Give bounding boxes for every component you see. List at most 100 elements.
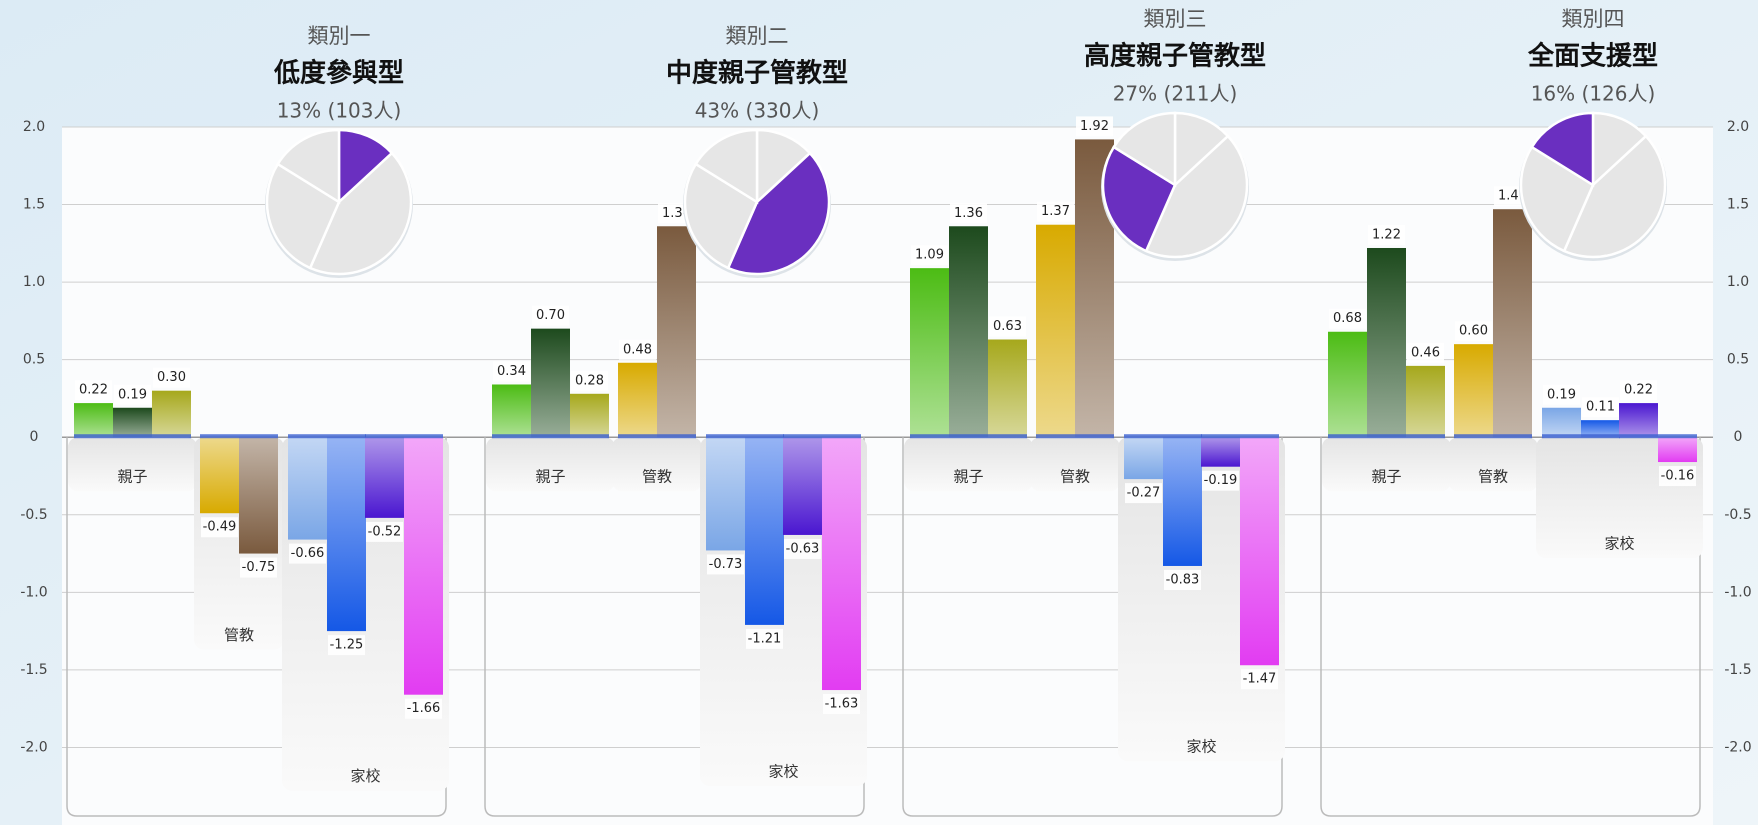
value-label: 0.19: [1547, 387, 1576, 402]
value-label: 0.60: [1459, 324, 1488, 339]
bar-base: [152, 434, 191, 439]
bar: [1201, 437, 1240, 467]
bar: [1328, 331, 1367, 438]
bar: [404, 437, 443, 695]
bar-base: [1619, 434, 1658, 439]
bar-base: [74, 434, 113, 439]
value-label-box: [153, 367, 190, 388]
category-label: 家校: [1186, 738, 1216, 756]
category-box: [1322, 437, 1451, 492]
value-label: 0.48: [623, 342, 652, 357]
y2-tick-label: -1.0: [1724, 584, 1751, 600]
value-label-box: [911, 245, 948, 266]
value-label-box: [619, 339, 656, 360]
bar: [365, 437, 404, 518]
y2-tick-label: 1.5: [1727, 197, 1749, 213]
value-label: 1.22: [1372, 227, 1401, 242]
cluster-label: 類別二: [726, 24, 789, 48]
value-label: -0.83: [1166, 572, 1200, 587]
value-label-box: [989, 316, 1026, 337]
bar: [1406, 365, 1445, 438]
cluster-share: 13% (103人): [277, 99, 402, 123]
bar-base: [1036, 434, 1075, 439]
y-tick-label: 0: [30, 429, 39, 445]
bar-base: [1163, 434, 1202, 439]
bar: [1658, 437, 1697, 463]
bar: [1036, 224, 1075, 438]
value-label-box: [1407, 342, 1444, 363]
value-label-box: [328, 635, 365, 656]
cluster-frame: [1320, 437, 1701, 817]
pie-slice: [694, 128, 759, 205]
bar: [327, 437, 366, 632]
bar-base: [1658, 434, 1697, 439]
y2-tick-label: 0: [1734, 429, 1743, 445]
pie-slice: [1144, 134, 1249, 259]
bar-base: [1542, 434, 1581, 439]
bar-base: [113, 434, 152, 439]
y2-tick-label: 1.0: [1727, 274, 1749, 290]
value-label-box: [707, 554, 744, 575]
value-label: 0.22: [1624, 383, 1653, 398]
value-label-box: [571, 370, 608, 391]
bar: [910, 268, 949, 438]
bar: [1542, 407, 1581, 438]
bar-base: [783, 434, 822, 439]
bar: [1493, 209, 1532, 438]
value-label-box: [1368, 224, 1405, 245]
pie-slice: [1562, 134, 1667, 259]
value-label: -1.47: [1243, 672, 1277, 687]
bar-base: [492, 434, 531, 439]
bar: [570, 393, 609, 438]
bar: [706, 437, 745, 551]
value-label-box: [289, 543, 326, 564]
bar: [1454, 344, 1493, 438]
bar: [152, 390, 191, 438]
cluster-name: 中度親子管教型: [666, 58, 848, 89]
bar-base: [988, 434, 1027, 439]
cluster-label: 類別四: [1562, 7, 1625, 31]
y-tick-label: -0.5: [20, 507, 47, 523]
y-tick-label: -2.0: [20, 739, 47, 755]
bar-base: [531, 434, 570, 439]
cluster-frame: [66, 437, 447, 817]
y-tick-label: 0.5: [23, 352, 45, 368]
bar: [783, 437, 822, 535]
bar: [618, 362, 657, 438]
category-label: 親子: [117, 468, 147, 486]
bar-base: [1240, 434, 1279, 439]
bar: [1581, 420, 1620, 438]
pie-slice: [683, 162, 759, 270]
cluster-name: 全面支援型: [1527, 41, 1658, 72]
category-label: 親子: [1371, 468, 1401, 486]
category-label: 家校: [768, 763, 798, 781]
value-label-box: [493, 361, 530, 382]
bar-base: [200, 434, 239, 439]
category-label: 管教: [1478, 468, 1508, 486]
category-label: 家校: [350, 767, 380, 785]
bar: [1619, 403, 1658, 438]
value-label: -0.49: [203, 520, 237, 535]
bar: [1124, 437, 1163, 480]
category-label: 親子: [535, 468, 565, 486]
category-label: 管教: [1060, 468, 1090, 486]
bar-base: [1328, 434, 1367, 439]
pie-slice: [308, 151, 413, 276]
value-label-box: [532, 305, 569, 326]
bar-base: [1406, 434, 1445, 439]
bar: [1367, 247, 1406, 438]
cluster-share: 16% (126人): [1531, 82, 1656, 106]
value-label: 0.63: [993, 319, 1022, 334]
y-tick-label: 1.0: [23, 274, 45, 290]
y2-tick-label: -2.0: [1724, 739, 1751, 755]
value-label-box: [1202, 470, 1239, 491]
value-label-box: [784, 538, 821, 559]
value-label-box: [746, 628, 783, 649]
bar: [1240, 437, 1279, 666]
value-label-box: [950, 203, 987, 224]
bar: [988, 339, 1027, 438]
bar: [113, 407, 152, 438]
value-label-box: [1076, 116, 1113, 137]
value-label: 0.70: [536, 308, 565, 323]
bar: [657, 226, 696, 438]
